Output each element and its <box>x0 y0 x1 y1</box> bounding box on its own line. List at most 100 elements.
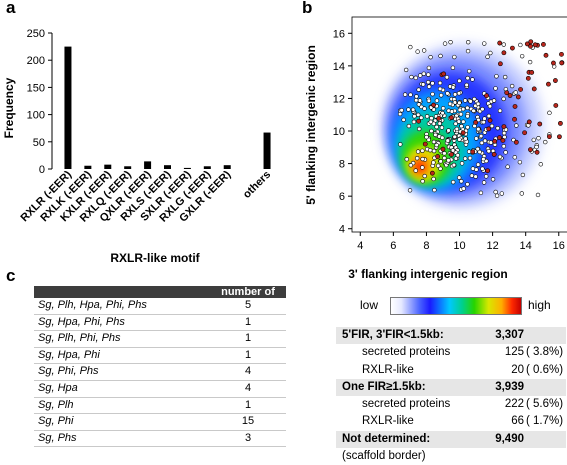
stats-value: 9,490 <box>495 432 524 445</box>
data-point <box>455 153 460 158</box>
data-point-red <box>532 42 538 48</box>
bar <box>203 166 211 169</box>
data-point <box>420 82 426 87</box>
table-row: Sg, Phi, Phs 4 <box>34 364 286 381</box>
data-point <box>451 85 456 90</box>
data-point <box>424 114 430 119</box>
table-row: Sg, Phs 3 <box>34 431 286 448</box>
data-point <box>456 91 462 96</box>
data-point <box>454 126 460 132</box>
table-header-cell <box>34 286 210 298</box>
data-point <box>464 82 469 88</box>
data-point-red <box>440 146 446 152</box>
data-point-red <box>559 51 564 57</box>
count-cell: 1 <box>244 398 252 411</box>
data-point <box>436 163 441 168</box>
data-point <box>465 75 470 81</box>
data-point <box>437 80 443 86</box>
data-point <box>442 41 448 46</box>
data-point <box>407 188 413 193</box>
data-point <box>497 108 503 113</box>
data-point-red <box>553 78 558 83</box>
data-point-red <box>559 60 565 66</box>
data-point <box>494 193 500 198</box>
data-point-red <box>486 126 492 132</box>
y-tick-label: 0 <box>39 164 45 176</box>
data-point-red <box>501 124 507 130</box>
data-point-red <box>507 93 513 98</box>
data-point <box>445 138 450 143</box>
data-point <box>413 168 418 173</box>
bar <box>223 165 231 169</box>
data-point-red <box>513 139 519 145</box>
data-point <box>431 176 436 182</box>
data-point <box>469 173 475 178</box>
data-point <box>490 177 496 182</box>
table-row: Sg, Plh, Phi, Phs 1 <box>34 331 286 348</box>
stats-percent: ( 1.7%) <box>526 415 564 428</box>
data-point <box>452 54 457 60</box>
data-point <box>487 104 493 109</box>
data-point <box>472 96 477 102</box>
data-point <box>414 98 419 103</box>
data-point <box>437 86 443 92</box>
count-cell: 4 <box>244 381 252 394</box>
data-point <box>408 163 414 168</box>
data-point-red <box>526 119 532 125</box>
data-point <box>399 108 404 113</box>
data-point <box>471 108 476 114</box>
data-point-red <box>497 61 503 67</box>
data-point <box>482 116 487 121</box>
x-tick-label: 10 <box>453 240 465 252</box>
data-point <box>426 72 431 77</box>
group-cell: Sg, Plh, Phi, Phs <box>38 332 121 345</box>
count-cell: 4 <box>244 365 252 378</box>
count-cell: 1 <box>244 315 252 328</box>
data-point-red <box>512 104 518 109</box>
data-point <box>485 54 490 59</box>
data-point <box>439 125 445 130</box>
y-axis-label: 5' flanking intergenic region <box>304 45 318 205</box>
data-point <box>398 142 403 147</box>
data-point <box>430 81 435 86</box>
group-cell: Sg, Plh <box>38 398 74 411</box>
table-row: Sg, Phi 15 <box>34 414 286 431</box>
data-point <box>459 161 465 166</box>
data-point <box>505 164 510 169</box>
stats-label: RXLR-like <box>362 363 414 376</box>
stats-percent: ( 3.8%) <box>526 346 564 359</box>
bar <box>64 46 72 169</box>
data-point <box>465 48 471 54</box>
data-point-red <box>422 141 428 147</box>
data-point-red <box>429 170 435 176</box>
data-point-red <box>528 39 534 45</box>
data-point-red <box>449 115 454 121</box>
stats-table: 5'FIR, 3'FIR<1.5kb: 3,307 secreted protein… <box>336 327 566 465</box>
data-point <box>459 123 464 129</box>
data-point <box>403 67 409 73</box>
data-point <box>470 166 476 171</box>
data-point <box>429 116 434 121</box>
data-point <box>452 134 457 139</box>
data-point <box>478 190 484 196</box>
data-point <box>438 93 444 98</box>
colorbar-gradient <box>390 297 522 315</box>
stats-value: 3,307 <box>495 329 524 341</box>
stats-label: One FIR≥1.5kb: <box>342 380 426 393</box>
y-tick-label: 50 <box>33 137 45 149</box>
data-point-red <box>528 147 533 153</box>
data-point <box>434 124 439 130</box>
data-point <box>442 151 447 156</box>
data-point-red <box>510 45 515 51</box>
data-point <box>466 39 471 45</box>
data-point <box>412 114 417 119</box>
data-point <box>527 59 533 65</box>
group-cell: Sg, Phs <box>38 431 77 444</box>
data-point <box>494 74 499 79</box>
category-label: others <box>241 169 273 201</box>
data-point <box>415 49 420 54</box>
data-point <box>457 107 463 113</box>
data-point <box>489 123 495 129</box>
bar <box>84 165 92 169</box>
group-table: number of groups Sg, Plh, Hpa, Phi, Phs 5… <box>34 286 286 448</box>
